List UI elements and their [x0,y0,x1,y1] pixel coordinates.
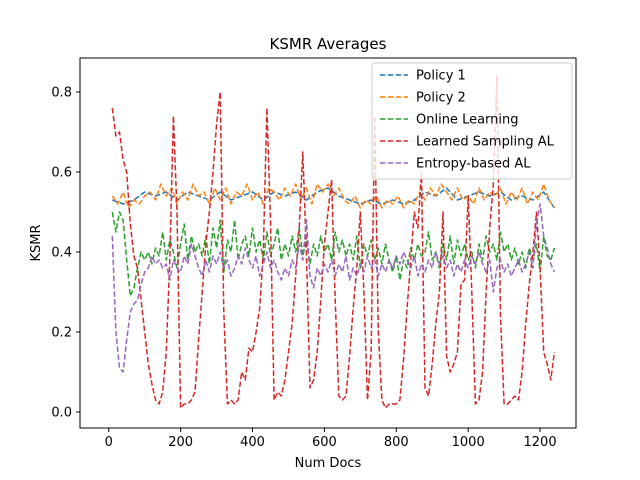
x-axis: 0 200 400 600 800 1000 1200 [105,428,557,450]
legend-label: Entropy-based AL [416,157,531,172]
legend: Policy 1 Policy 2 Online Learning Learned S… [371,62,573,180]
legend-label: Policy 1 [416,69,466,84]
y-tick-label: 0.0 [51,406,72,421]
x-tick-label: 1200 [524,435,557,450]
legend-label: Policy 2 [416,91,466,106]
x-tick-label: 600 [312,435,337,450]
y-tick-label: 0.4 [51,246,72,261]
x-tick-label: 400 [240,435,265,450]
x-tick-label: 800 [384,435,409,450]
y-axis: 0.0 0.2 0.4 0.6 0.8 [51,86,80,421]
series-line-online-learning [111,211,556,297]
x-tick-label: 1000 [452,435,485,450]
x-tick-label: 0 [105,435,113,450]
series-line-entropy-based-al [111,203,556,373]
x-axis-title: Num Docs [295,456,362,471]
x-tick-label: 200 [168,435,193,450]
plot-frame [79,57,577,429]
y-tick-label: 0.8 [51,86,72,101]
y-tick-label: 0.2 [51,326,72,341]
plot-lines [111,75,556,409]
series-line-policy-2 [111,183,556,209]
legend-label: Online Learning [416,113,519,128]
series-line-learned-sampling-al [111,75,556,409]
y-axis-title: KSMR [29,224,44,261]
legend-box [371,62,573,180]
legend-label: Learned Sampling AL [416,135,555,150]
chart-title: KSMR Averages [270,35,387,53]
y-tick-label: 0.6 [51,166,72,181]
